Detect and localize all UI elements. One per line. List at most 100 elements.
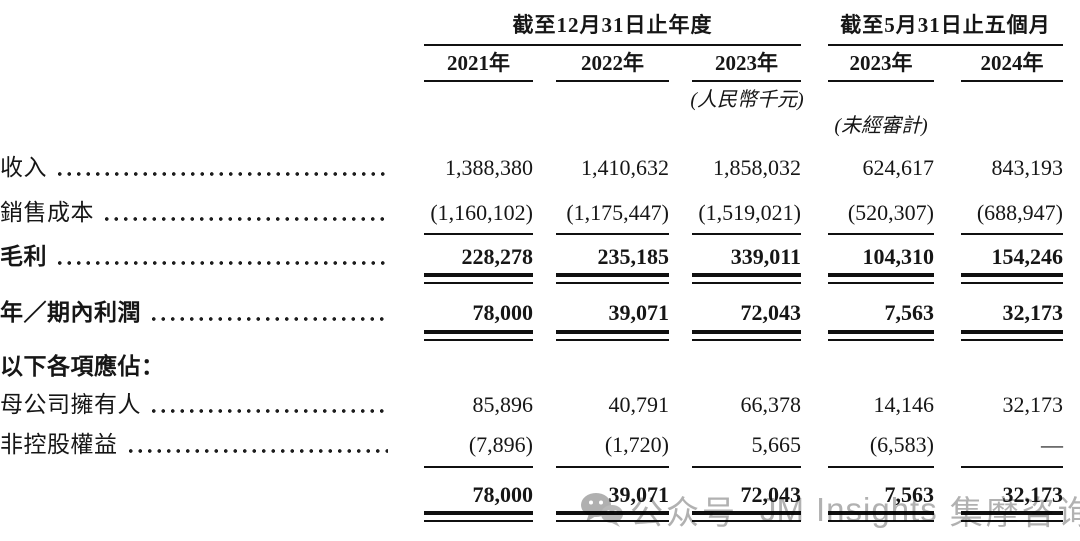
value-cell: (1,175,447) — [566, 200, 669, 225]
table-header: 截至12月31日止年度 截至5月31日止五個月 2021年 2022年 2023年 2… — [0, 14, 1080, 138]
rule-segment — [556, 273, 669, 284]
row-label-text: 收入 — [0, 155, 47, 180]
year-header-row: 2021年 2022年 2023年 2023年 2024年 — [0, 52, 1080, 82]
value-cell: 7,563 — [884, 300, 935, 325]
rule-segment — [692, 511, 801, 522]
value-cell: 32,173 — [1002, 392, 1064, 417]
value-cell: (6,583) — [869, 432, 934, 457]
table-row: 收入 1,388,380 1,410,632 1,858,032 624,617 843,… — [0, 154, 1080, 182]
value-cell: 14,146 — [873, 392, 935, 417]
rule-segment — [424, 330, 533, 341]
rule-segment — [424, 273, 533, 284]
rule-spacer — [0, 466, 424, 468]
value-cell: 39,071 — [608, 482, 670, 507]
rule-spacer — [0, 273, 424, 284]
value-cell: 32,173 — [1002, 482, 1064, 507]
rule-segment — [828, 330, 934, 341]
rule-segment — [961, 466, 1063, 468]
unaudited-note: (未經審計) — [834, 115, 928, 137]
rule-spacer — [0, 511, 424, 522]
row-label: 收入 — [0, 154, 424, 182]
label-column-spacer — [0, 52, 424, 82]
rule-segment — [424, 511, 533, 522]
value-cell: 39,071 — [608, 300, 670, 325]
double-rule — [0, 273, 1080, 284]
rule-segment — [556, 511, 669, 522]
value-cell: 1,858,032 — [713, 155, 801, 180]
value-cell: (1,720) — [604, 432, 669, 457]
thin-rule — [0, 466, 1080, 468]
table-row: 銷售成本 (1,160,102) (1,175,447) (1,519,021) (52… — [0, 199, 1080, 227]
column-group-row: 截至12月31日止年度 截至5月31日止五個月 — [0, 14, 1080, 46]
dot-leader — [125, 448, 388, 454]
col-group-annual: 截至12月31日止年度 — [424, 14, 801, 46]
unaudited-note-row: (未經審計) — [0, 112, 1080, 138]
table-row: 78,000 39,071 72,043 7,563 32,173 — [0, 481, 1080, 509]
value-cell: 624,617 — [862, 155, 935, 180]
label-column-spacer — [0, 14, 424, 46]
table-row: 母公司擁有人 85,896 40,791 66,378 14,146 32,173 — [0, 391, 1080, 419]
value-cell: 85,896 — [472, 392, 534, 417]
table-row: 毛利 228,278 235,185 339,011 104,310 154,246 — [0, 243, 1080, 271]
rule-segment — [556, 233, 669, 235]
rule-segment — [424, 466, 533, 468]
row-label: 年／期內利潤 — [0, 299, 424, 327]
table-row: 非控股權益 (7,896) (1,720) 5,665 (6,583) — — [0, 431, 1080, 459]
value-cell: (1,519,021) — [698, 200, 801, 225]
value-cell: 66,378 — [740, 392, 802, 417]
row-label-text: 以下各項應佔： — [0, 354, 165, 379]
dot-leader — [102, 216, 388, 222]
rule-segment — [828, 511, 934, 522]
row-label-text: 年／期內利潤 — [0, 300, 141, 325]
currency-note: (人民幣千元) — [690, 89, 804, 111]
year-column-header: 2023年 — [692, 52, 801, 82]
row-label-text: 毛利 — [0, 244, 47, 269]
dot-leader — [149, 408, 388, 414]
thin-rule — [0, 233, 1080, 235]
value-cell: 40,791 — [608, 392, 670, 417]
row-label: 銷售成本 — [0, 199, 424, 227]
value-cell: 78,000 — [472, 300, 534, 325]
rule-segment — [424, 233, 533, 235]
dot-leader — [149, 316, 388, 322]
row-label-text: 非控股權益 — [0, 432, 118, 457]
rule-segment — [828, 273, 934, 284]
rule-spacer — [0, 233, 424, 235]
rule-segment — [556, 466, 669, 468]
col-group-five-months: 截至5月31日止五個月 — [828, 14, 1063, 46]
double-rule — [0, 330, 1080, 341]
value-cell: 5,665 — [751, 432, 802, 457]
value-cell: 154,246 — [991, 244, 1064, 269]
row-label: 以下各項應佔： — [0, 353, 424, 381]
value-cell: 1,388,380 — [445, 155, 533, 180]
year-column-header: 2023年 — [828, 52, 934, 82]
table-row: 年／期內利潤 78,000 39,071 72,043 7,563 32,173 — [0, 299, 1080, 327]
rule-segment — [961, 330, 1063, 341]
value-cell: 78,000 — [472, 482, 534, 507]
value-cell: 72,043 — [740, 482, 802, 507]
dot-leader — [55, 260, 388, 266]
currency-note-row: (人民幣千元) — [0, 82, 1080, 112]
year-column-header: 2024年 — [961, 52, 1063, 82]
value-cell: (688,947) — [976, 200, 1063, 225]
value-cell: 228,278 — [461, 244, 534, 269]
value-cell: (1,160,102) — [430, 200, 533, 225]
rule-segment — [692, 233, 801, 235]
rule-segment — [828, 233, 934, 235]
value-cell: 1,410,632 — [581, 155, 669, 180]
financial-statement-page: 公众号 JM Insights 集摩咨询 截至12月31日止年度 截至5月31日… — [0, 14, 1080, 541]
section-header-row: 以下各項應佔： — [0, 353, 1080, 381]
value-cell: (7,896) — [468, 432, 533, 457]
rule-segment — [556, 330, 669, 341]
row-label-text: 銷售成本 — [0, 200, 94, 225]
rule-segment — [961, 233, 1063, 235]
dot-leader — [55, 171, 388, 177]
year-column-header: 2021年 — [424, 52, 533, 82]
row-label: 母公司擁有人 — [0, 391, 424, 419]
rule-segment — [961, 511, 1063, 522]
row-label: 非控股權益 — [0, 431, 424, 459]
rule-segment — [692, 273, 801, 284]
rule-segment — [692, 330, 801, 341]
value-cell: 7,563 — [884, 482, 935, 507]
rule-segment — [828, 466, 934, 468]
